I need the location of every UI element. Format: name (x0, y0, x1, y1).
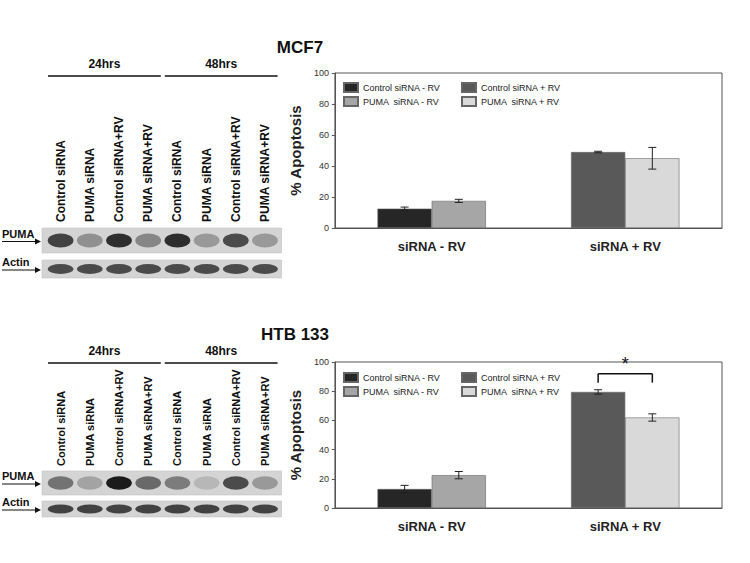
svg-text:20: 20 (319, 192, 329, 202)
svg-text:0: 0 (324, 223, 329, 233)
svg-text:PUMA siRNA + RV: PUMA siRNA + RV (481, 387, 559, 397)
svg-text:HTB 133: HTB 133 (261, 325, 329, 344)
svg-text:Control siRNA - RV: Control siRNA - RV (363, 83, 440, 93)
svg-text:siRNA - RV: siRNA - RV (398, 519, 466, 534)
svg-text:Actin: Actin (2, 256, 30, 268)
svg-text:PUMA siRNA+RV: PUMA siRNA+RV (258, 124, 272, 222)
svg-text:PUMA siRNA: PUMA siRNA (83, 147, 97, 222)
svg-text:20: 20 (319, 474, 329, 484)
svg-text:Control siRNA+RV: Control siRNA+RV (230, 369, 242, 466)
svg-text:PUMA siRNA+RV: PUMA siRNA+RV (142, 376, 154, 466)
svg-text:Control siRNA: Control siRNA (171, 391, 183, 466)
svg-text:24hrs: 24hrs (88, 57, 120, 71)
svg-text:80: 80 (319, 99, 329, 109)
svg-text:siRNA + RV: siRNA + RV (590, 239, 661, 254)
svg-text:Control siRNA: Control siRNA (170, 140, 184, 222)
svg-text:24hrs: 24hrs (88, 344, 120, 358)
svg-text:siRNA + RV: siRNA + RV (590, 519, 661, 534)
svg-text:PUMA siRNA: PUMA siRNA (200, 147, 214, 222)
svg-text:Control siRNA - RV: Control siRNA - RV (363, 373, 440, 383)
svg-text:Control siRNA: Control siRNA (54, 140, 68, 222)
svg-text:PUMA: PUMA (2, 470, 34, 482)
svg-text:Control siRNA+RV: Control siRNA+RV (112, 117, 126, 222)
svg-text:Control siRNA+RV: Control siRNA+RV (113, 369, 125, 466)
svg-text:100: 100 (314, 68, 329, 78)
svg-text:PUMA siRNA+RV: PUMA siRNA+RV (141, 124, 155, 222)
svg-text:Control siRNA+RV: Control siRNA+RV (229, 117, 243, 222)
svg-text:MCF7: MCF7 (277, 38, 323, 57)
svg-text:PUMA siRNA + RV: PUMA siRNA + RV (481, 97, 559, 107)
svg-text:Control siRNA + RV: Control siRNA + RV (481, 83, 560, 93)
svg-text:48hrs: 48hrs (205, 344, 237, 358)
svg-text:40: 40 (319, 161, 329, 171)
svg-text:40: 40 (319, 445, 329, 455)
svg-text:Actin: Actin (2, 496, 30, 508)
svg-text:Control siRNA: Control siRNA (55, 391, 67, 466)
svg-text:80: 80 (319, 386, 329, 396)
svg-text:0: 0 (324, 503, 329, 513)
svg-text:PUMA siRNA+RV: PUMA siRNA+RV (259, 376, 271, 466)
svg-text:PUMA siRNA - RV: PUMA siRNA - RV (363, 387, 439, 397)
svg-text:PUMA siRNA: PUMA siRNA (201, 398, 213, 466)
svg-text:100: 100 (314, 357, 329, 367)
svg-text:*: * (622, 354, 629, 374)
svg-text:Control siRNA + RV: Control siRNA + RV (481, 373, 560, 383)
svg-text:60: 60 (319, 415, 329, 425)
svg-text:PUMA: PUMA (2, 228, 34, 240)
svg-text:60: 60 (319, 130, 329, 140)
svg-text:PUMA siRNA: PUMA siRNA (84, 398, 96, 466)
svg-text:48hrs: 48hrs (205, 57, 237, 71)
svg-text:% Apoptosis: % Apoptosis (287, 390, 304, 480)
svg-text:siRNA - RV: siRNA - RV (398, 239, 466, 254)
svg-text:% Apoptosis: % Apoptosis (287, 105, 304, 195)
svg-text:PUMA siRNA - RV: PUMA siRNA - RV (363, 97, 439, 107)
